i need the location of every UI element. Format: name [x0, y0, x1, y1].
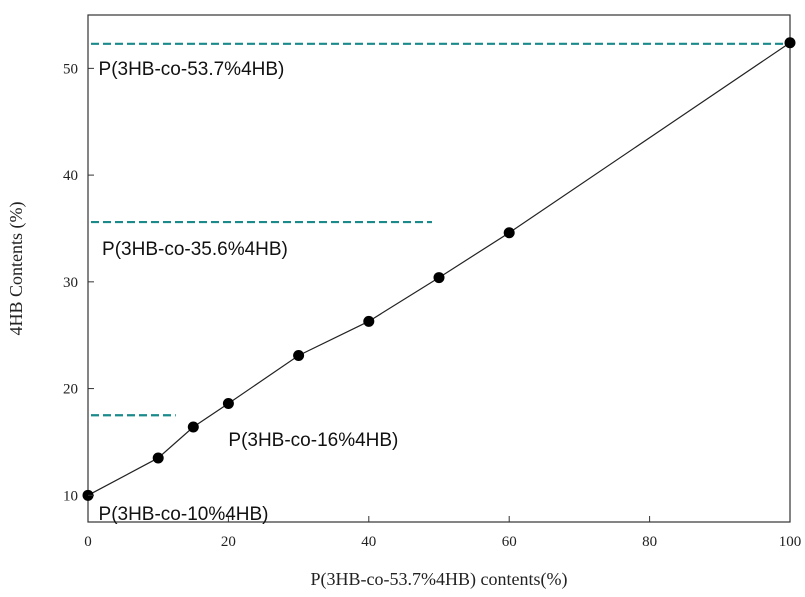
data-point [503, 227, 515, 239]
data-point [293, 349, 305, 361]
data-point [187, 421, 199, 433]
series-points-group [82, 37, 796, 501]
x-tick-label: 40 [361, 534, 376, 550]
x-tick-label: 20 [221, 534, 236, 550]
x-axis: 0 20 40 60 80 100 [84, 516, 801, 550]
y-axis: 10 20 30 40 50 [63, 61, 94, 504]
annotation-label: P(3HB-co-10%4HB) [99, 504, 269, 525]
annotation-label: P(3HB-co-35.6%4HB) [102, 239, 288, 260]
y-tick-label: 20 [63, 382, 78, 398]
y-tick-label: 40 [63, 168, 78, 184]
y-tick-label: 10 [63, 488, 78, 504]
x-tick-label: 0 [84, 534, 92, 550]
data-point [152, 452, 164, 464]
y-axis-title: 4HB Contents (%) [6, 202, 27, 336]
plot-area [87, 14, 791, 523]
reference-lines [91, 42, 790, 417]
annotation-label: P(3HB-co-16%4HB) [228, 430, 398, 451]
data-point [222, 398, 234, 410]
y-tick-label: 50 [63, 61, 78, 77]
x-tick-label: 60 [502, 534, 517, 550]
data-point [433, 272, 445, 284]
annotations: P(3HB-co-53.7%4HB) P(3HB-co-35.6%4HB) P(3H… [99, 59, 399, 525]
y-tick-label: 30 [63, 275, 78, 291]
data-point [784, 37, 796, 49]
x-tick-label: 100 [779, 534, 802, 550]
data-point [363, 315, 375, 327]
x-axis-title: P(3HB-co-53.7%4HB) contents(%) [311, 569, 568, 590]
x-tick-label: 80 [642, 534, 657, 550]
annotation-label: P(3HB-co-53.7%4HB) [99, 59, 285, 80]
